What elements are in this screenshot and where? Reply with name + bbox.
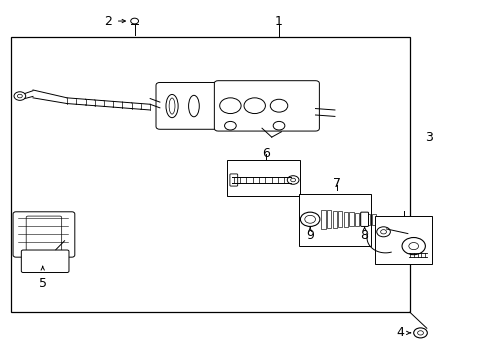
Text: 3: 3 [425,131,432,144]
FancyBboxPatch shape [214,81,319,131]
Ellipse shape [188,95,199,117]
Circle shape [224,121,236,130]
Circle shape [376,227,389,237]
Circle shape [417,331,423,335]
Bar [343,212,347,227]
FancyBboxPatch shape [156,82,248,129]
FancyBboxPatch shape [360,212,368,226]
Text: 7: 7 [332,177,340,190]
Bar [337,211,342,227]
Bar [360,213,364,225]
Circle shape [290,178,295,182]
Circle shape [380,230,386,234]
Circle shape [270,99,287,112]
Circle shape [287,176,298,184]
Circle shape [244,98,265,113]
Circle shape [130,18,138,24]
Bar [348,212,353,226]
Circle shape [304,215,315,223]
Circle shape [401,238,425,255]
Circle shape [408,243,418,249]
Bar [374,216,431,264]
Text: 6: 6 [262,147,270,160]
Bar [332,211,336,228]
Bar [227,160,300,196]
Circle shape [219,98,241,113]
FancyBboxPatch shape [21,250,69,273]
Text: 9: 9 [305,229,313,242]
Ellipse shape [165,94,178,118]
FancyBboxPatch shape [229,174,237,186]
FancyBboxPatch shape [26,216,61,253]
Text: 2: 2 [104,14,112,27]
Bar [321,210,325,229]
Bar [354,213,359,226]
Bar [11,37,409,312]
Bar [371,214,375,225]
Circle shape [300,212,319,226]
Circle shape [413,328,427,338]
Bar [298,194,370,246]
Text: 1: 1 [274,14,282,27]
Text: 8: 8 [359,229,367,242]
Bar [366,213,370,225]
Circle shape [273,121,285,130]
Circle shape [14,92,26,100]
Text: 4: 4 [395,327,403,339]
Ellipse shape [169,98,175,114]
Circle shape [18,94,22,98]
Text: 5: 5 [39,277,47,290]
FancyBboxPatch shape [13,212,75,257]
Bar [326,211,330,228]
